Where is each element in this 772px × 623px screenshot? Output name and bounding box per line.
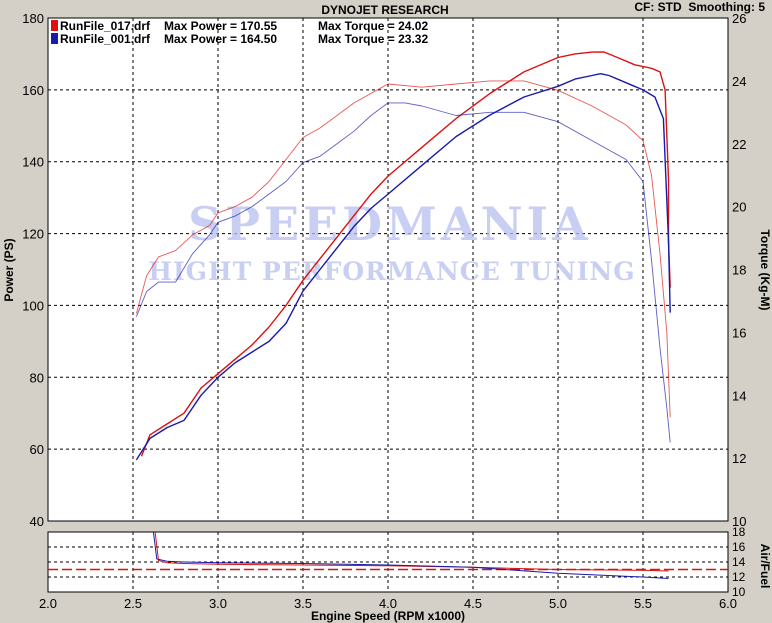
power-line-runfile-001: [135, 72, 671, 461]
y-tick-label-afr: 16: [732, 540, 746, 554]
legend-power-run-017: Max Power = 170.55: [164, 19, 277, 33]
torque-line-runfile-017: [135, 80, 671, 418]
watermark-title: SPEEDMANIA: [188, 197, 592, 251]
afr-line-runfile-001: [152, 531, 669, 579]
y-axis-label-torque: Torque (Kg-M): [758, 229, 772, 310]
y-tick-label-torque: 18: [732, 263, 746, 278]
y-tick-label-afr: 18: [732, 525, 746, 539]
y-tick-label-torque: 14: [732, 388, 746, 403]
y-tick-label-power: 160: [22, 83, 44, 98]
x-axis-label: Engine Speed (RPM x1000): [311, 609, 465, 623]
legend-swatch-run-001: [51, 33, 58, 44]
main-plot-area: [47, 17, 729, 522]
legend-torque-run-001: Max Torque = 23.32: [318, 32, 428, 46]
torque-line-runfile-001: [135, 102, 671, 443]
x-tick-label: 5.5: [634, 596, 652, 611]
afr-series: [48, 531, 728, 579]
watermark-subtitle: HIGHT PERFORMANCE TUNING: [148, 257, 635, 286]
x-tick-label: 6.0: [719, 596, 737, 611]
legend-torque-run-017: Max Torque = 24.02: [318, 19, 428, 33]
y-tick-label-afr: 12: [732, 570, 746, 584]
chart-settings: CF: STD Smoothing: 5: [634, 0, 765, 14]
y-tick-label-power: 40: [30, 514, 44, 529]
legend-file-run-017: RunFile_017.drf: [60, 19, 151, 33]
x-tick-label: 3.5: [294, 596, 312, 611]
x-tick-label: 4.5: [464, 596, 482, 611]
power-line-runfile-017: [140, 51, 671, 457]
y-tick-label-power: 100: [22, 298, 44, 313]
y-tick-label-torque: 10: [732, 514, 746, 529]
legend-item-run-017: RunFile_017.drf Max Power = 170.55 Max T…: [51, 19, 428, 33]
legend-power-run-001: Max Power = 164.50: [164, 32, 277, 46]
y-axis-label-power: Power (PS): [2, 238, 16, 301]
main-grid: [48, 18, 728, 521]
y-tick-label-afr: 10: [732, 585, 746, 599]
y-tick-label-power: 180: [22, 11, 44, 26]
main-series: [135, 51, 671, 461]
x-tick-label: 2.0: [39, 596, 57, 611]
x-tick-label: 4.0: [379, 596, 397, 611]
y-tick-label-torque: 22: [732, 137, 746, 152]
y-tick-label-torque: 26: [732, 11, 746, 26]
y-tick-label-torque: 24: [732, 74, 746, 89]
y-tick-label-afr: 14: [732, 555, 746, 569]
main-tick-labels: 40 60 80 100 120 140 160 180 10 12 14 16 18 20 22 24 26: [22, 11, 746, 529]
y-tick-label-power: 60: [30, 442, 44, 457]
afr-grid: [48, 532, 728, 592]
x-tick-labels: 2.0 2.5 3.0 3.5 4.0 4.5 5.0 5.5 6.0: [39, 596, 737, 611]
legend: RunFile_017.drf Max Power = 170.55 Max T…: [51, 19, 428, 46]
x-tick-label: 5.0: [549, 596, 567, 611]
legend-file-run-001: RunFile_001.drf: [60, 32, 151, 46]
x-tick-label: 3.0: [209, 596, 227, 611]
y-tick-label-power: 80: [30, 370, 44, 385]
legend-item-run-001: RunFile_001.drf Max Power = 164.50 Max T…: [51, 32, 428, 46]
afr-line-runfile-017: [154, 531, 669, 572]
y-tick-label-power: 120: [22, 227, 44, 242]
y-tick-label-torque: 20: [732, 200, 746, 215]
x-tick-label: 2.5: [124, 596, 142, 611]
chart-title: DYNOJET RESEARCH: [321, 3, 448, 17]
y-tick-label-torque: 16: [732, 325, 746, 340]
legend-swatch-run-017: [51, 20, 58, 31]
y-tick-label-power: 140: [22, 155, 44, 170]
y-tick-label-torque: 12: [732, 451, 746, 466]
y-axis-label-afr: Air/Fuel: [758, 544, 772, 589]
